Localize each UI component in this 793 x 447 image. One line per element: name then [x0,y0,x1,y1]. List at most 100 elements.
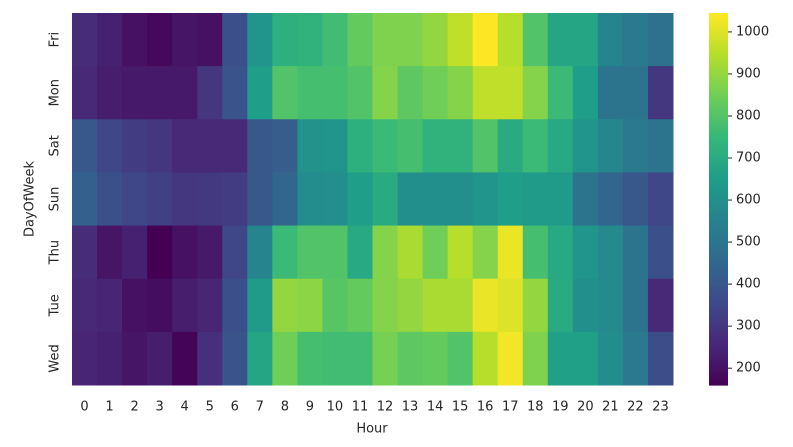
colorbar-segment [709,28,728,33]
heatmap-cell [122,225,148,280]
heatmap-cell [397,172,424,227]
heatmap-cell [547,225,574,280]
heatmap-cell [547,119,574,173]
y-tick-label: Sat [48,135,63,156]
heatmap-cell [322,225,348,280]
colorbar-segment [709,335,728,340]
heatmap-cell [272,278,298,333]
heatmap-cell [72,13,98,67]
colorbar-tick-label: 700 [736,151,761,166]
x-tick-label: 13 [402,400,419,415]
heatmap-cell [447,13,474,67]
heatmap-cell [372,331,399,386]
heatmap-cell [447,225,474,280]
colorbar-segment [709,195,728,200]
colorbar-segment [709,310,728,315]
heatmap-cell [297,119,323,173]
heatmap-cell [322,13,348,67]
colorbar-tick-label: 400 [736,277,761,292]
heatmap-cell [597,278,624,333]
y-tick-label: Thu [48,240,63,265]
colorbar-segment [709,78,728,82]
heatmap-cell [497,66,524,120]
heatmap-cell [197,66,223,120]
heatmap-cell [297,13,323,67]
colorbar-tick-label: 800 [736,108,761,123]
heatmap-cell [422,331,449,386]
heatmap-cell [397,331,424,386]
heatmap-cell [272,331,298,386]
colorbar-segment [709,347,728,352]
colorbar-segment [709,288,728,293]
heatmap-cell [397,66,424,120]
heatmap-cell [572,119,599,173]
colorbar-segment [709,205,728,209]
colorbar-segment [709,22,728,26]
heatmap-cell [172,225,198,280]
heatmap-cell [647,119,674,173]
colorbar-segment [709,68,728,73]
colorbar-segment [709,59,728,64]
colorbar-segment [709,149,728,154]
colorbar-segment [709,93,728,98]
heatmap-cell [572,13,599,67]
colorbar-segment [709,31,728,36]
heatmap-cell [272,66,298,120]
colorbar-segment [709,372,728,377]
heatmap-cell [272,13,298,67]
heatmap-cell [597,66,624,120]
heatmap-cell [572,278,599,333]
heatmap-cell [622,278,649,333]
colorbar-tick-label: 600 [736,193,761,208]
heatmap-cell [372,119,399,173]
colorbar-segment [709,158,728,163]
heatmap-cell [547,172,574,227]
x-tick-label: 23 [652,400,669,415]
heatmap-cell [147,225,173,280]
colorbar-segment [709,124,728,129]
heatmap-cell [272,119,298,173]
heatmap-cell [422,66,449,120]
x-tick-label: 21 [602,400,619,415]
x-tick-label: 12 [377,400,394,415]
heatmap-cell [347,278,373,333]
heatmap-cell [97,278,123,333]
heatmap-cell [497,278,524,333]
colorbar-segment [709,381,728,386]
heatmap-cell [522,66,549,120]
heatmap-cell [472,119,499,173]
heatmap-cell [172,13,198,67]
colorbar-segment [709,251,728,256]
colorbar-segment [709,161,728,166]
x-tick-label: 7 [256,400,264,415]
colorbar-segment [709,292,728,296]
colorbar-tick-label: 500 [736,235,761,250]
heatmap-cell [522,278,549,333]
heatmap-cell [297,225,323,280]
heatmap-cell [547,13,574,67]
x-tick-label: 0 [80,400,88,415]
x-tick-label: 14 [427,400,444,415]
heatmap-cell [197,225,223,280]
x-tick-label: 19 [552,400,569,415]
heatmap-cell [647,172,674,227]
colorbar-segment [709,341,728,346]
colorbar-segment [709,121,728,126]
heatmap-cell [147,172,173,227]
heatmap-cell [122,66,148,120]
heatmap-cell [147,331,173,386]
colorbar-segment [709,25,728,30]
heatmap-cell [522,119,549,173]
heatmap-cell [72,331,98,386]
heatmap-cell [422,13,449,67]
heatmap-cell [97,119,123,173]
colorbar-segment [709,140,728,144]
colorbar-segment [709,133,728,138]
heatmap-cell [647,331,674,386]
x-tick-label: 15 [452,400,469,415]
colorbar-segment [709,143,728,147]
heatmap-cell [622,66,649,120]
colorbar-segment [709,189,728,194]
colorbar-segment [709,223,728,228]
